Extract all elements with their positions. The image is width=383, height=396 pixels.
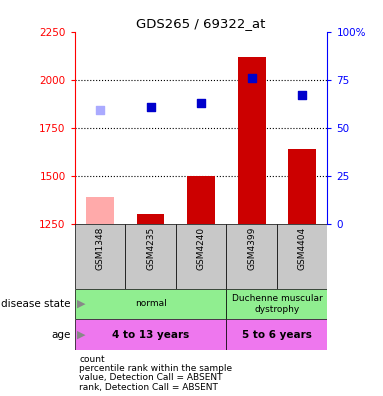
- Text: disease state: disease state: [2, 299, 71, 309]
- Text: 5 to 6 years: 5 to 6 years: [242, 329, 312, 340]
- Bar: [75, 224, 125, 289]
- Point: [97, 107, 103, 114]
- Point: [147, 103, 154, 110]
- Text: count: count: [79, 355, 105, 364]
- Text: percentile rank within the sample: percentile rank within the sample: [79, 364, 232, 373]
- Title: GDS265 / 69322_at: GDS265 / 69322_at: [136, 17, 266, 30]
- Bar: [187, 176, 215, 224]
- Text: GSM4404: GSM4404: [298, 227, 307, 270]
- Text: GSM4240: GSM4240: [196, 227, 206, 270]
- Text: GSM4399: GSM4399: [247, 227, 256, 270]
- Bar: [226, 289, 327, 319]
- Bar: [75, 319, 226, 350]
- Bar: [176, 224, 226, 289]
- Text: ▶: ▶: [77, 299, 85, 309]
- Bar: [277, 224, 327, 289]
- Bar: [75, 289, 226, 319]
- Text: age: age: [51, 329, 71, 340]
- Bar: [226, 224, 277, 289]
- Point: [249, 74, 255, 81]
- Bar: [288, 149, 316, 224]
- Bar: [86, 197, 114, 224]
- Bar: [125, 224, 176, 289]
- Text: rank, Detection Call = ABSENT: rank, Detection Call = ABSENT: [79, 383, 218, 392]
- Text: 4 to 13 years: 4 to 13 years: [112, 329, 189, 340]
- Text: GSM1348: GSM1348: [95, 227, 105, 270]
- Bar: [226, 319, 327, 350]
- Text: ▶: ▶: [77, 329, 85, 340]
- Bar: [238, 57, 265, 224]
- Point: [299, 92, 305, 98]
- Text: GSM4235: GSM4235: [146, 227, 155, 270]
- Text: normal: normal: [135, 299, 166, 308]
- Text: Duchenne muscular
dystrophy: Duchenne muscular dystrophy: [232, 294, 322, 314]
- Bar: [137, 214, 164, 224]
- Point: [198, 99, 204, 106]
- Text: value, Detection Call = ABSENT: value, Detection Call = ABSENT: [79, 373, 223, 383]
